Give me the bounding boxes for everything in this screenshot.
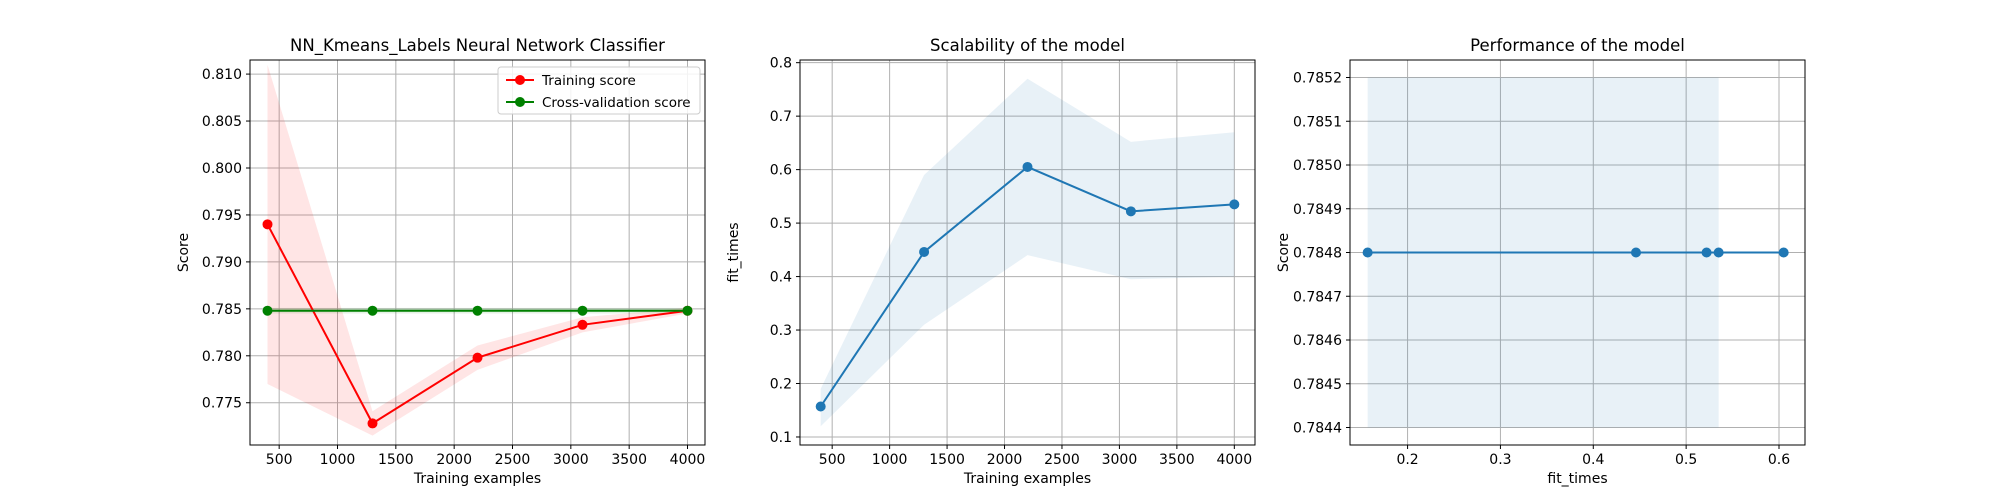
series-0-point (815, 401, 826, 412)
series-0-point (1778, 247, 1789, 258)
x-tick-label: 2000 (987, 452, 1023, 468)
series-0-point (367, 418, 378, 429)
y-tick-label: 0.7 (770, 109, 792, 125)
y-tick-label: 0.2 (770, 377, 792, 393)
series-0-point (1125, 206, 1136, 217)
legend-entry-label: Cross-validation score (542, 95, 691, 111)
y-tick-label: 0.1 (770, 430, 792, 446)
series-1-point (472, 305, 483, 316)
series-0-point (577, 319, 588, 330)
y-tick-label: 0.805 (202, 114, 242, 130)
axes-frame (249, 59, 706, 446)
y-tick-label: 0.800 (202, 161, 242, 177)
y-tick-label: 0.790 (202, 255, 242, 271)
x-axis-label: Training examples (963, 471, 1091, 487)
x-tick-label: 0.2 (1396, 452, 1418, 468)
plot-area (1362, 77, 1789, 428)
x-tick-label: 1500 (929, 452, 965, 468)
x-tick-label: 2500 (1044, 452, 1080, 468)
y-tick-label: 0.5 (770, 216, 792, 232)
x-tick-label: 500 (819, 452, 846, 468)
y-axis-label: Score (176, 233, 192, 272)
chart-title: Performance of the model (1470, 36, 1685, 55)
y-tick-label: 0.7849 (1293, 202, 1342, 218)
x-tick-label: 0.6 (1768, 452, 1790, 468)
y-tick-label: 0.7852 (1293, 71, 1342, 87)
x-tick-label: 1000 (872, 452, 908, 468)
y-tick-label: 0.785 (202, 302, 242, 318)
learning-curve-panel: 500 1000 1500 2000 2500 3000 3500 4000 0.775 0.78… (176, 36, 706, 487)
x-axis-label: Training examples (413, 471, 541, 487)
series-1-point (367, 305, 378, 316)
series-1-point (577, 305, 588, 316)
x-tick-label: 0.3 (1489, 452, 1511, 468)
performance-panel: 0.2 0.3 0.4 0.5 0.6 0.7844 0.7845 0.7846 0.7847 0… (1276, 36, 1806, 487)
y-tick-label: 0.7851 (1293, 114, 1342, 130)
x-tick-label: 500 (266, 452, 293, 468)
x-tick-label: 3500 (611, 452, 647, 468)
chart-title: Scalability of the model (930, 36, 1125, 55)
y-tick-label: 0.810 (202, 67, 242, 83)
y-tick-label: 0.7844 (1293, 421, 1342, 437)
y-tick-label: 0.7850 (1293, 158, 1342, 174)
x-tick-label: 0.4 (1582, 452, 1604, 468)
series-1-point (682, 305, 693, 316)
x-tick-label: 2000 (436, 452, 472, 468)
x-tick-label: 4000 (670, 452, 706, 468)
y-tick-label: 0.8 (770, 56, 792, 72)
legend-entry-label: Training score (541, 73, 636, 89)
y-tick-label: 0.7847 (1293, 289, 1342, 305)
legend-swatch-marker (515, 97, 525, 107)
y-tick-label: 0.3 (770, 323, 792, 339)
chart-title: NN_Kmeans_Labels Neural Network Classifi… (290, 36, 665, 56)
series-0-point (1701, 247, 1712, 258)
x-tick-label: 3500 (1159, 452, 1195, 468)
series-0-point (1631, 247, 1641, 258)
y-tick-label: 0.7845 (1293, 377, 1342, 393)
x-tick-label: 4000 (1216, 452, 1252, 468)
series-0-point (262, 219, 273, 230)
axes-frame (799, 59, 1256, 446)
x-tick-label: 1000 (320, 452, 356, 468)
series-0-std-band (820, 78, 1235, 427)
y-tick-label: 0.780 (202, 349, 242, 365)
series-0-point (1713, 247, 1724, 258)
y-tick-label: 0.795 (202, 208, 242, 224)
series-1-point (262, 305, 273, 316)
x-tick-label: 2500 (495, 452, 531, 468)
series-0-point (1229, 199, 1240, 210)
x-tick-label: 3000 (1102, 452, 1138, 468)
series-0-std-band (267, 64, 688, 436)
legend: Training score Cross-validation score (497, 66, 701, 115)
series-0-point (1022, 161, 1033, 172)
legend-swatch-marker (515, 75, 525, 85)
y-tick-label: 0.7846 (1293, 333, 1342, 349)
y-axis-label: fit_times (726, 222, 742, 282)
y-axis-label: Score (1276, 233, 1292, 272)
y-tick-label: 0.775 (202, 396, 242, 412)
plot-area (815, 78, 1240, 427)
y-tick-label: 0.4 (770, 270, 792, 286)
y-tick-label: 0.7848 (1293, 246, 1342, 262)
series-0-point (472, 352, 483, 363)
series-0-point (919, 246, 930, 257)
x-tick-label: 3000 (553, 452, 589, 468)
legend-box (497, 66, 701, 115)
series-0-point (1362, 247, 1373, 258)
x-tick-label: 0.5 (1675, 452, 1697, 468)
x-axis-label: fit_times (1547, 471, 1607, 487)
plot-area (262, 64, 693, 436)
x-tick-label: 1500 (378, 452, 414, 468)
y-tick-label: 0.6 (770, 163, 792, 179)
scalability-panel: 500 1000 1500 2000 2500 3000 3500 4000 0.1 0.2 0.3… (726, 36, 1256, 487)
